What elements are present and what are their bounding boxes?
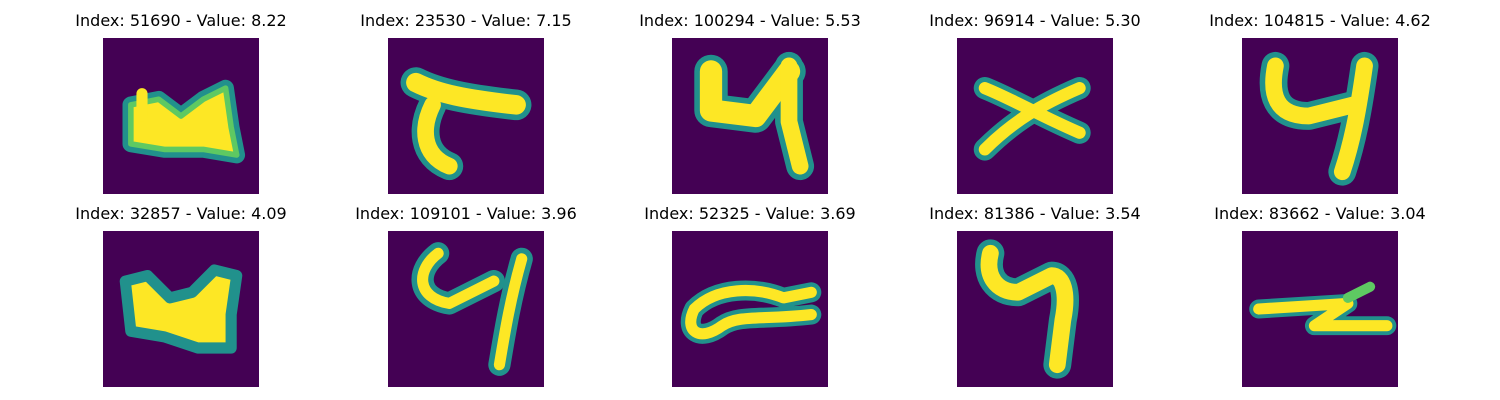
digit-panel: Index: 81386 - Value: 3.54 xyxy=(929,203,1141,397)
digit-panel: Index: 52325 - Value: 3.69 xyxy=(644,203,856,397)
panel-title: Index: 52325 - Value: 3.69 xyxy=(644,204,856,223)
digit-image xyxy=(1242,38,1398,194)
panel-title: Index: 23530 - Value: 7.15 xyxy=(360,11,572,30)
panel-title: Index: 109101 - Value: 3.96 xyxy=(355,204,577,223)
digit-image xyxy=(672,231,828,387)
digit-panel: Index: 83662 - Value: 3.04 xyxy=(1214,203,1426,397)
panel-title: Index: 104815 - Value: 4.62 xyxy=(1209,11,1431,30)
digit-image xyxy=(103,38,259,194)
digit-image xyxy=(388,38,544,194)
digit-image xyxy=(103,231,259,387)
panel-title: Index: 100294 - Value: 5.53 xyxy=(639,11,861,30)
digit-panel: Index: 51690 - Value: 8.22 xyxy=(75,10,287,204)
digit-image xyxy=(1242,231,1398,387)
panel-title: Index: 83662 - Value: 3.04 xyxy=(1214,204,1426,223)
digit-image xyxy=(672,38,828,194)
digit-image xyxy=(388,231,544,387)
digit-panel: Index: 100294 - Value: 5.53 xyxy=(639,10,861,204)
panel-title: Index: 51690 - Value: 8.22 xyxy=(75,11,287,30)
digit-panel: Index: 23530 - Value: 7.15 xyxy=(360,10,572,204)
panel-title: Index: 96914 - Value: 5.30 xyxy=(929,11,1141,30)
panel-title: Index: 32857 - Value: 4.09 xyxy=(75,204,287,223)
digit-panel: Index: 96914 - Value: 5.30 xyxy=(929,10,1141,204)
digit-panel: Index: 32857 - Value: 4.09 xyxy=(75,203,287,397)
panel-title: Index: 81386 - Value: 3.54 xyxy=(929,204,1141,223)
digit-panel: Index: 109101 - Value: 3.96 xyxy=(355,203,577,397)
digit-panel: Index: 104815 - Value: 4.62 xyxy=(1209,10,1431,204)
digit-image xyxy=(957,231,1113,387)
digit-image xyxy=(957,38,1113,194)
